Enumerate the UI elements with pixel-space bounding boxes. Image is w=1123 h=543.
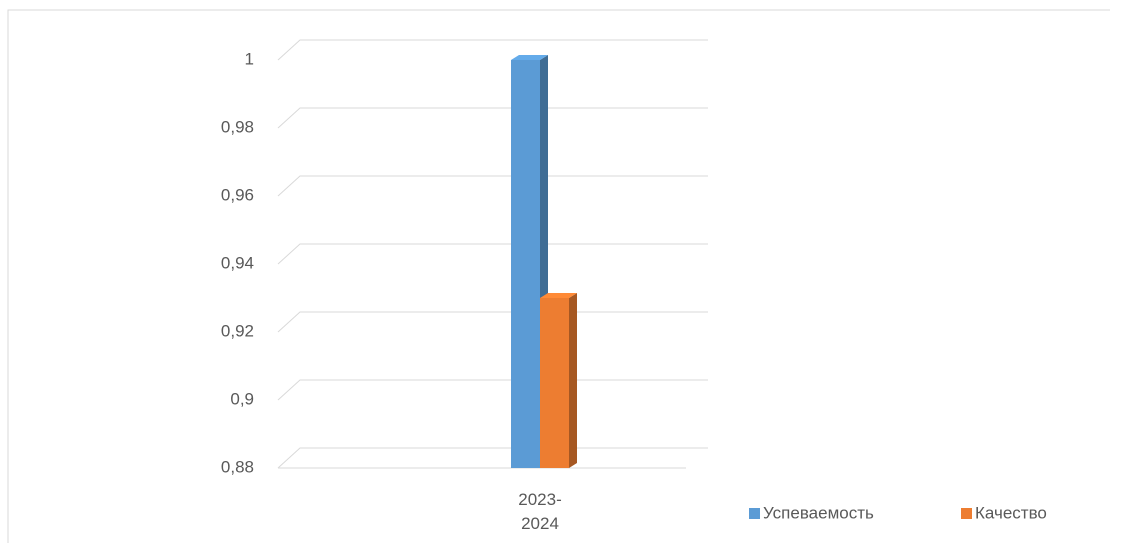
y-tick-label: 0,98 (221, 117, 254, 136)
grid-line (277, 311, 708, 333)
y-tick-label: 0,94 (221, 253, 254, 272)
legend-label: Качество (975, 503, 1047, 522)
grid-line (277, 379, 708, 401)
bar-front (540, 298, 569, 468)
x-tick-label: 2023-2024 (518, 490, 562, 533)
y-tick-label: 0,92 (221, 321, 254, 340)
bar-front (511, 60, 540, 468)
legend-swatch (749, 508, 760, 519)
grid-line (277, 447, 708, 469)
bar-top (540, 293, 577, 298)
frame (7, 9, 1110, 543)
grid-line (277, 243, 708, 265)
grid-line (277, 39, 708, 61)
grid-line (277, 107, 708, 129)
bar-side (569, 293, 577, 468)
legend-label: Успеваемость (763, 503, 874, 522)
bar (540, 293, 577, 468)
legend-swatch (961, 508, 972, 519)
y-tick-label: 0,88 (221, 457, 254, 476)
y-tick-label: 0,96 (221, 185, 254, 204)
y-tick-label: 0,9 (230, 389, 254, 408)
bar-top (511, 55, 548, 60)
grid-line (277, 175, 708, 197)
y-tick-label: 1 (245, 49, 254, 68)
